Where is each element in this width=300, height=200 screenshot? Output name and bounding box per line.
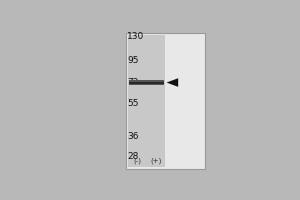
Bar (129, 82, 164, 84)
Text: (-): (-) (134, 158, 142, 164)
Text: 95: 95 (127, 56, 139, 65)
Text: 36: 36 (127, 132, 139, 141)
Text: 72: 72 (127, 78, 138, 87)
Text: 28: 28 (127, 152, 138, 161)
Polygon shape (167, 78, 178, 87)
Text: 130: 130 (127, 32, 144, 41)
Bar (128, 35, 165, 167)
Bar (129, 80, 164, 85)
Bar (126, 33, 205, 169)
Text: 55: 55 (127, 99, 139, 108)
Text: (+): (+) (150, 158, 162, 164)
